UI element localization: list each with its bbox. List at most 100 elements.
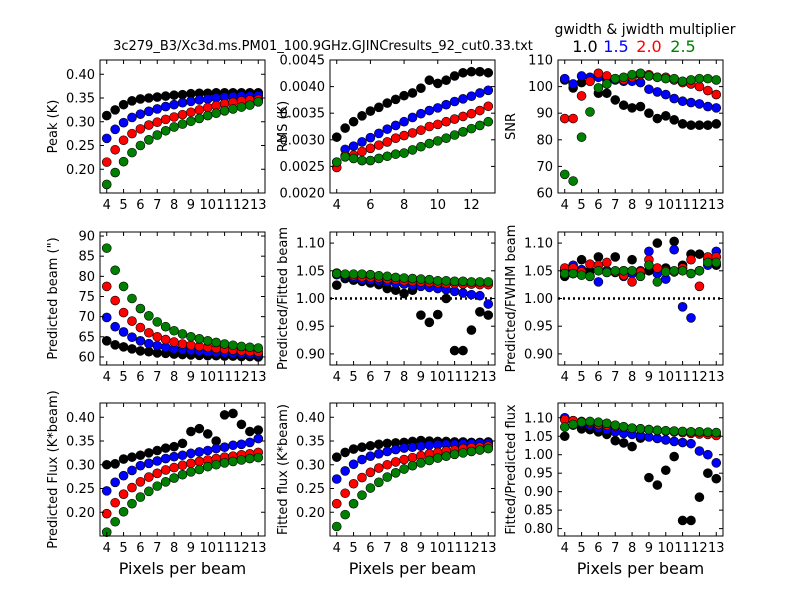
x-tick-label: 13 <box>708 198 725 213</box>
data-point-s1-11 <box>194 95 205 105</box>
data-point-s1-6 <box>382 124 393 134</box>
subplot-0: 4 5 6 7 8 9 10 11 12 13 0.20 0.25 0.30 0.35 0.40 Peak (… <box>46 59 267 213</box>
y-axis-label: Predicted/Fitted beam <box>276 227 291 370</box>
data-point-s0-1 <box>340 447 350 458</box>
data-point-s2-4 <box>135 124 146 134</box>
data-point-s0-0 <box>331 132 342 142</box>
y-tick-label: 0.40 <box>66 68 95 83</box>
data-point-s2-3 <box>585 76 595 87</box>
data-point-s1-3 <box>357 454 367 465</box>
data-point-s1-5 <box>144 106 154 117</box>
x-tick-label: 13 <box>480 541 497 556</box>
x-tick-label: 9 <box>645 370 653 385</box>
data-point-s1-8 <box>399 443 409 453</box>
y-tick-label: 0.20 <box>66 506 95 521</box>
y-tick-label: 65 <box>78 330 95 345</box>
data-point-s3-3 <box>585 271 595 282</box>
data-point-s3-11 <box>194 464 205 475</box>
y-tick-label: 1.05 <box>524 264 553 279</box>
x-tick-label: 11 <box>446 541 463 556</box>
data-point-s0-2 <box>576 254 587 265</box>
y-tick-label: 1.10 <box>296 237 325 252</box>
data-point-s2-9 <box>407 128 418 138</box>
data-point-s3-13 <box>669 73 679 84</box>
x-tick-label: 12 <box>463 198 480 213</box>
data-point-s3-0 <box>101 179 112 190</box>
data-point-s2-1 <box>110 497 120 508</box>
x-axis-label: Pixels per beam <box>119 559 246 578</box>
y-tick-label: 0.85 <box>524 504 553 519</box>
data-point-s0-18 <box>711 473 722 484</box>
data-point-s2-9 <box>177 339 188 349</box>
data-point-s0-8 <box>627 103 637 113</box>
data-point-s1-1 <box>110 477 120 488</box>
x-tick-label: 7 <box>611 198 619 213</box>
data-point-s1-4 <box>593 277 604 287</box>
data-point-s3-18 <box>483 443 494 454</box>
legend-entry-3: 2.5 <box>670 37 695 56</box>
data-point-s0-13 <box>669 236 679 247</box>
x-tick-label: 12 <box>691 198 708 213</box>
data-point-s0-8 <box>627 254 637 265</box>
data-point-s1-1 <box>110 321 120 332</box>
x-tick-label: 9 <box>645 198 653 213</box>
x-tick-label: 12 <box>463 541 480 556</box>
data-point-s3-1 <box>340 152 350 162</box>
data-point-s0-6 <box>152 92 163 102</box>
data-point-s1-9 <box>407 112 418 123</box>
data-point-s0-4 <box>135 450 146 461</box>
data-point-s3-1 <box>568 176 578 186</box>
data-point-s2-9 <box>177 109 188 120</box>
subplot-8: 4 5 6 7 8 9 10 11 12 13 0.80 0.85 0.90 0.95 1.00 1.05 1.… <box>504 402 725 578</box>
y-tick-label: 0.95 <box>524 320 553 335</box>
data-point-s3-12 <box>660 425 671 436</box>
data-point-s2-11 <box>194 105 205 115</box>
data-point-s1-10 <box>644 84 654 95</box>
data-point-s1-0 <box>101 312 112 323</box>
x-tick-label: 8 <box>170 370 178 385</box>
data-point-s3-13 <box>441 133 451 144</box>
data-point-s3-9 <box>407 273 418 284</box>
data-point-s3-6 <box>152 130 163 140</box>
data-point-s1-0 <box>331 474 342 484</box>
data-point-s1-9 <box>635 77 646 88</box>
data-point-s0-8 <box>169 90 179 100</box>
data-point-s1-12 <box>660 89 671 100</box>
data-point-s3-1 <box>568 419 578 430</box>
data-point-s3-6 <box>382 271 393 282</box>
x-tick-label: 12 <box>233 370 250 385</box>
data-point-s0-10 <box>186 426 196 437</box>
data-point-s3-0 <box>559 422 570 432</box>
x-tick-label: 12 <box>463 370 480 385</box>
y-tick-label: 0.25 <box>66 482 95 497</box>
subplot-5: 4 5 6 7 8 9 10 11 12 13 0.90 0.95 1.00 1.05 1.10 Predic… <box>504 225 725 385</box>
data-point-s1-18 <box>483 299 494 309</box>
data-point-s2-4 <box>365 143 376 154</box>
data-point-s3-8 <box>627 423 637 433</box>
data-point-s1-1 <box>110 124 120 135</box>
x-tick-label: 10 <box>429 541 446 556</box>
data-point-s0-14 <box>449 71 460 81</box>
x-tick-label: 11 <box>216 541 233 556</box>
data-point-s2-5 <box>602 71 612 81</box>
data-point-s1-16 <box>694 446 705 456</box>
data-point-s3-1 <box>340 509 350 520</box>
data-point-s2-5 <box>144 472 154 482</box>
data-point-s3-5 <box>602 418 612 429</box>
data-point-s0-10 <box>416 310 426 320</box>
data-point-s3-10 <box>416 141 426 152</box>
data-point-s2-12 <box>202 102 213 113</box>
data-point-s0-3 <box>127 96 137 106</box>
data-point-s1-6 <box>152 340 163 351</box>
data-point-s0-9 <box>177 438 188 449</box>
data-point-s0-11 <box>194 423 205 434</box>
data-point-s3-9 <box>177 469 188 480</box>
data-point-s3-6 <box>610 73 621 84</box>
legend-entry-0: 1.0 <box>572 37 597 56</box>
data-point-s1-2 <box>576 71 587 81</box>
data-point-s3-6 <box>382 151 393 162</box>
x-tick-label: 4 <box>561 541 569 556</box>
data-point-s0-8 <box>399 90 409 101</box>
x-tick-label: 5 <box>119 370 127 385</box>
